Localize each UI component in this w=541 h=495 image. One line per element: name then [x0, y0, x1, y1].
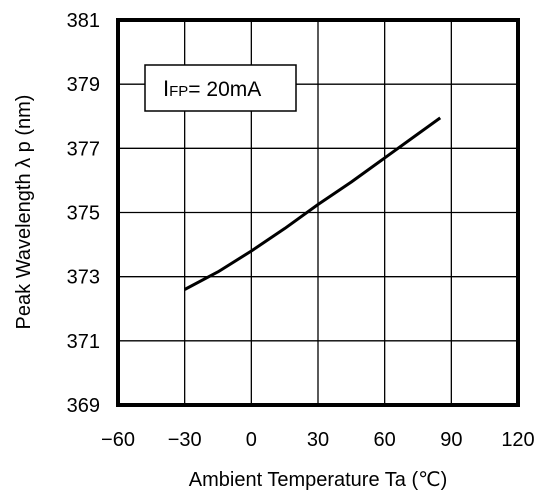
x-tick-label: 90 — [440, 429, 462, 451]
y-tick-label: 373 — [67, 267, 100, 289]
annotation-box: IFP= 20mA — [145, 65, 296, 111]
annotation-value: = 20mA — [188, 78, 261, 101]
y-tick-labels: 369 371 373 375 377 379 381 — [67, 10, 100, 417]
x-tick-label: 120 — [501, 429, 534, 451]
series-layer — [185, 118, 441, 290]
y-tick-label: 377 — [67, 138, 100, 160]
y-tick-label: 375 — [67, 203, 100, 225]
series-line-0 — [185, 118, 441, 290]
x-tick-label: −60 — [101, 429, 135, 451]
y-tick-label: 379 — [67, 74, 100, 96]
y-tick-label: 369 — [67, 395, 100, 417]
annotation-subscript: FP — [169, 83, 188, 100]
y-tick-label: 381 — [67, 10, 100, 32]
x-tick-label: 0 — [246, 429, 257, 451]
x-axis-title: Ambient Temperature Ta (℃) — [189, 469, 448, 491]
x-tick-label: 30 — [307, 429, 329, 451]
x-tick-label: 60 — [374, 429, 396, 451]
y-axis-title: Peak Wavelength λ p (nm) — [13, 95, 35, 330]
x-tick-labels: −60 −30 0 30 60 90 120 — [101, 429, 535, 451]
x-tick-label: −30 — [168, 429, 202, 451]
y-tick-label: 371 — [67, 331, 100, 353]
